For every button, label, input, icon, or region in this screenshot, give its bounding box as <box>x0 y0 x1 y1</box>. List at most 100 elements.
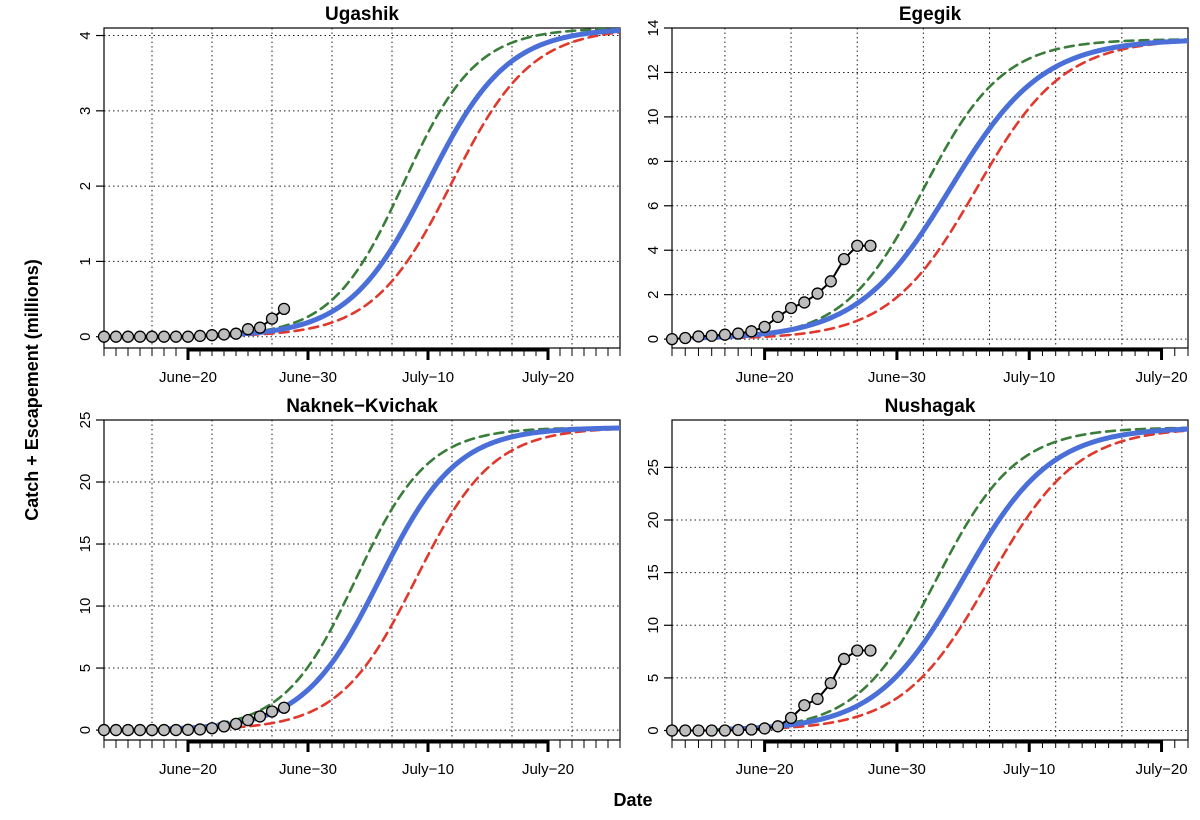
y-tick-label: 4 <box>645 246 662 254</box>
x-axis-label: Date <box>613 790 652 810</box>
x-tick-label: June−30 <box>279 369 337 386</box>
observed-point <box>169 723 183 737</box>
observed-point <box>745 325 758 338</box>
observed-point <box>253 710 267 723</box>
grid <box>672 27 1189 348</box>
observed-point <box>851 644 864 657</box>
observed-point <box>133 723 147 737</box>
observed-point <box>771 720 784 733</box>
observed-point <box>811 692 824 706</box>
observed-point <box>745 723 758 736</box>
observed-point <box>169 330 183 343</box>
observed-point <box>824 677 837 690</box>
x-tick-label: July−20 <box>522 761 574 778</box>
observed-point <box>193 723 207 736</box>
observed-point <box>133 330 147 343</box>
panel-title: Ugashik <box>325 4 399 25</box>
y-tick-label: 0 <box>77 333 94 341</box>
observed-point <box>157 723 171 737</box>
observed-point <box>692 330 705 343</box>
y-tick-label: 2 <box>645 290 662 298</box>
forecast-curve-dashed <box>734 40 1188 340</box>
y-tick-label: 1 <box>77 257 94 265</box>
forecast-curve-dashed <box>204 28 620 337</box>
observed-point <box>265 312 279 325</box>
y-tick-label: 8 <box>645 157 662 165</box>
y-tick-label: 14 <box>645 20 662 37</box>
grid <box>672 420 1189 740</box>
observed-point <box>265 705 279 718</box>
observed-point <box>193 329 207 343</box>
observed-point <box>758 722 771 735</box>
observed-point <box>145 330 159 343</box>
y-tick-label: 15 <box>77 536 94 553</box>
observed-line <box>672 649 871 732</box>
y-tick-label: 2 <box>77 182 94 190</box>
y-tick-label: 25 <box>77 412 94 429</box>
observed-point <box>665 332 679 346</box>
panel-3: Naknek−Kvichak 0 5 10 15 20 25 June−20 June−30 Ju… <box>77 396 621 778</box>
observed-point <box>665 724 679 737</box>
observed-point <box>145 723 159 737</box>
observed-point <box>97 330 111 343</box>
forecast-curve-dashed <box>748 429 1188 731</box>
y-tick-label: 0 <box>77 726 94 734</box>
grid <box>104 28 620 348</box>
observed-line <box>671 244 871 341</box>
plot-frame <box>671 27 1189 349</box>
observed-point <box>771 310 784 324</box>
x-tick-label: July−20 <box>1135 761 1187 778</box>
x-tick-label: July−10 <box>402 369 454 386</box>
x-tick-label: June−20 <box>736 369 794 386</box>
panel-2: Egegik 0 2 4 6 8 10 12 14 June−20 June−30 July−10 Ju… <box>645 4 1189 386</box>
x-tick-label: June−20 <box>159 369 217 386</box>
observed-point <box>253 321 267 334</box>
observed-point <box>229 717 243 731</box>
panel-title: Naknek−Kvichak <box>286 396 438 417</box>
observed-point <box>837 252 851 266</box>
observed-point <box>109 330 123 343</box>
y-tick-label: 12 <box>645 64 662 81</box>
observed-point <box>181 330 195 343</box>
y-tick-label: 10 <box>645 617 662 634</box>
y-tick-label: 6 <box>645 202 662 210</box>
x-tick-label: July−10 <box>402 761 454 778</box>
observed-point <box>732 327 745 340</box>
y-axis-label: Catch + Escapement (millions) <box>22 259 42 521</box>
forecast-curve-dashed <box>157 426 620 731</box>
observed-point <box>217 328 231 341</box>
observed-point <box>864 644 877 657</box>
panel-4: Nushagak 0 5 10 15 20 25 June−20 June−30 July−10 J… <box>645 396 1189 778</box>
observed-point <box>798 296 811 309</box>
observed-point <box>157 330 171 343</box>
observed-point <box>679 724 692 737</box>
x-tick-label: July−20 <box>522 369 574 386</box>
observed-point <box>718 724 732 737</box>
forecast-curve-dashed <box>204 427 620 731</box>
forecast-curve-dashed <box>703 38 1188 340</box>
observed-point <box>851 239 864 252</box>
observed-point <box>181 723 195 736</box>
x-tick-label: July−10 <box>1003 761 1055 778</box>
curves <box>204 28 620 338</box>
observed-point <box>109 723 123 737</box>
observed-point <box>97 723 111 737</box>
observed-point <box>692 724 705 737</box>
x-tick-label: July−20 <box>1135 369 1187 386</box>
observed-point <box>705 329 718 342</box>
observed-point <box>784 711 798 725</box>
forecast-curve-solid <box>208 28 620 338</box>
observed-point <box>798 699 811 712</box>
forecast-curve-solid <box>166 425 620 732</box>
observed-point <box>229 327 243 340</box>
observed-point <box>811 287 824 300</box>
x-tick-label: June−30 <box>279 761 337 778</box>
forecast-curve-dashed <box>717 426 1188 731</box>
observed-point <box>121 330 135 343</box>
plot-frame <box>103 27 621 349</box>
observed-point <box>205 329 219 342</box>
plot-frame <box>103 419 621 741</box>
y-tick-label: 20 <box>645 512 662 529</box>
